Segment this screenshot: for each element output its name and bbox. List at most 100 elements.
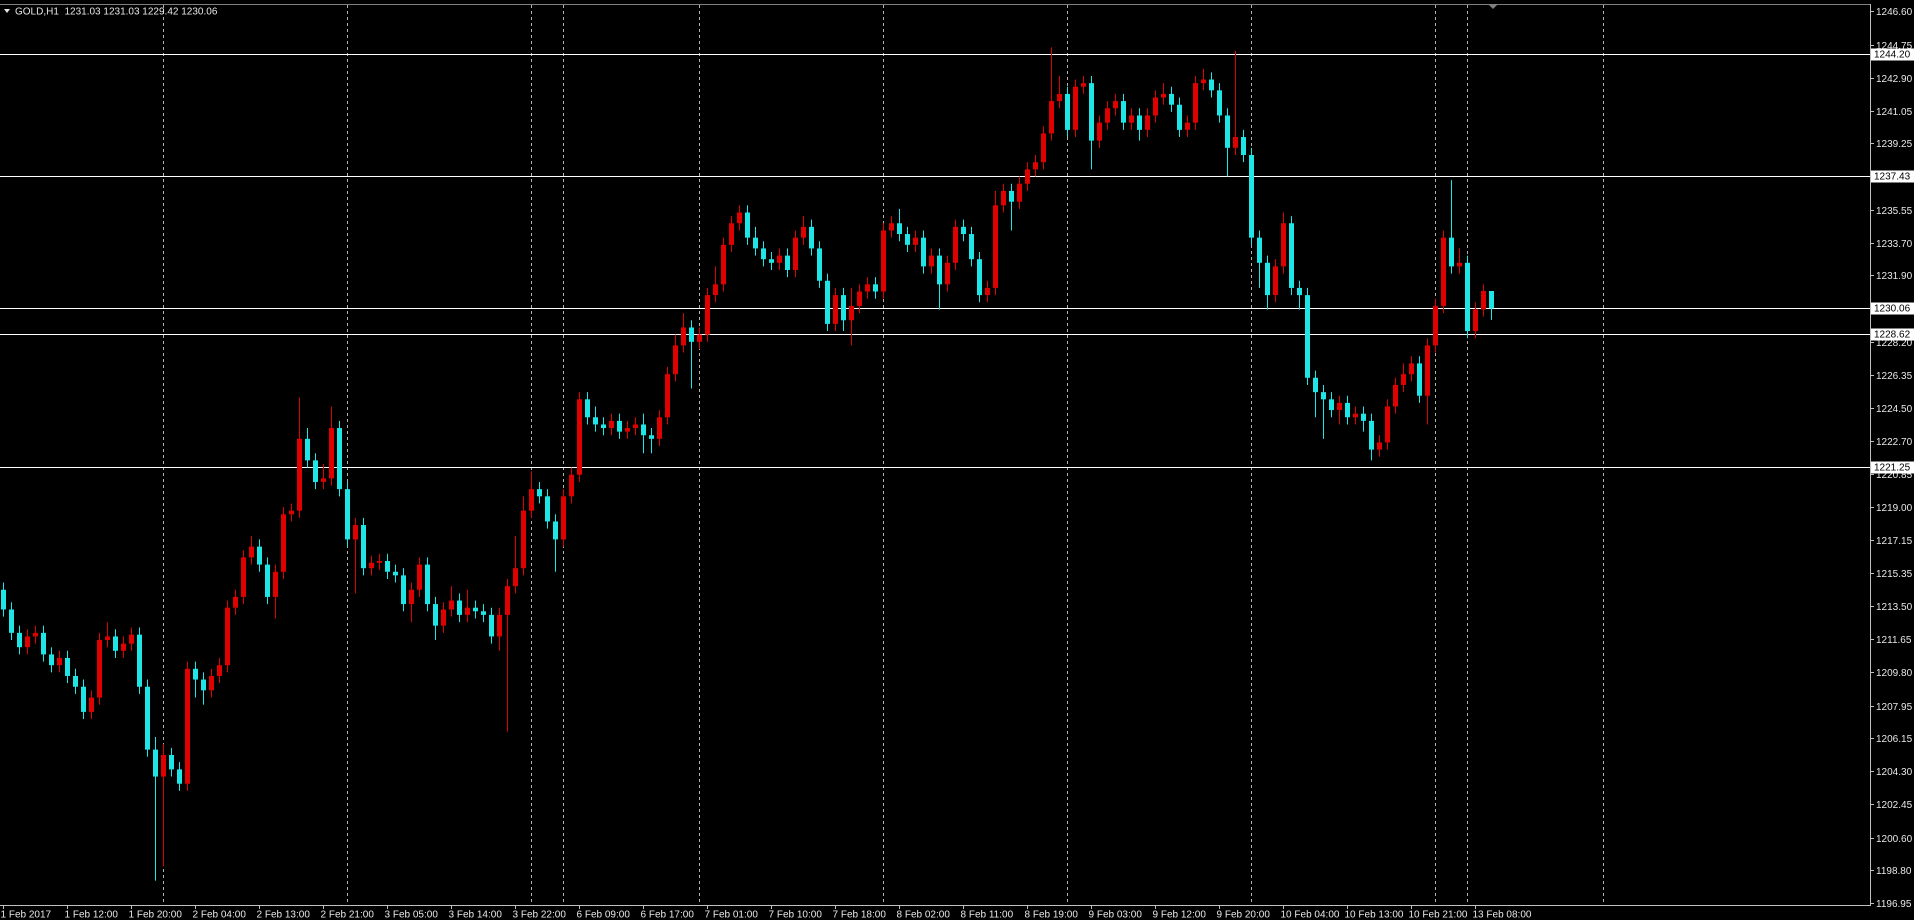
candle-body — [1177, 104, 1182, 130]
y-tick-label: 1233.70 — [1876, 239, 1913, 250]
candle-body — [449, 600, 454, 610]
candle-body — [161, 755, 166, 777]
candle-body — [1017, 183, 1022, 202]
y-tick-label: 1200.60 — [1876, 834, 1913, 845]
candle-body — [337, 428, 342, 490]
x-tick-label: 10 Feb 04:00 — [1281, 910, 1340, 920]
candle-body — [1297, 287, 1302, 296]
candle-body — [1049, 101, 1054, 134]
candle-body — [889, 223, 894, 231]
candle-body — [545, 496, 550, 522]
candle-body — [473, 607, 478, 612]
candle-body — [1065, 93, 1070, 130]
candle-body — [1089, 83, 1094, 141]
candle-body — [465, 607, 470, 615]
candle-body — [249, 546, 254, 558]
candle-body — [425, 564, 430, 605]
candle-body — [1353, 413, 1358, 418]
candle-body — [1121, 101, 1126, 123]
candle-body — [1441, 237, 1446, 306]
y-tick-label: 1226.35 — [1876, 371, 1913, 382]
candle-body — [57, 657, 62, 666]
candle-body — [697, 334, 702, 342]
candle-body — [1345, 402, 1350, 418]
y-tick-label: 1204.30 — [1876, 767, 1913, 778]
y-tick-label: 1242.90 — [1876, 74, 1913, 85]
x-tick-label: 8 Feb 19:00 — [1025, 910, 1079, 920]
candle-body — [633, 424, 638, 429]
menu-arrow — [4, 9, 10, 13]
candle-body — [729, 223, 734, 245]
candle-body — [1313, 377, 1318, 393]
candle-body — [1417, 363, 1422, 396]
candle-body — [401, 575, 406, 605]
y-tick-label: 1241.05 — [1876, 107, 1913, 118]
candle-body — [73, 675, 78, 687]
candle-body — [377, 560, 382, 563]
candle-body — [537, 489, 542, 497]
candle-body — [257, 546, 262, 565]
candle-body — [241, 557, 246, 597]
candle-body — [1361, 413, 1366, 421]
candle-body — [857, 291, 862, 306]
candle-body — [641, 424, 646, 436]
candle-body — [1, 589, 6, 610]
candle-body — [1129, 115, 1134, 123]
candle-body — [553, 521, 558, 540]
candle-body — [617, 420, 622, 432]
x-tick-label: 9 Feb 03:00 — [1089, 910, 1143, 920]
candle-body — [865, 284, 870, 292]
candle-body — [1057, 93, 1062, 102]
candle-body — [1241, 137, 1246, 155]
candle-body — [1201, 79, 1206, 84]
candle-body — [113, 636, 118, 651]
candle-body — [1113, 101, 1118, 109]
candle-body — [321, 478, 326, 482]
candle-body — [1425, 345, 1430, 396]
candle-body — [281, 514, 286, 572]
candle-body — [97, 640, 102, 698]
candle-body — [657, 417, 662, 439]
candle-body — [297, 438, 302, 511]
axis-layer: GOLD,H1 1231.03 1231.03 1229.42 1230.06 — [0, 4, 1871, 906]
y-tick-label: 1246.60 — [1876, 7, 1913, 18]
candle-body — [1329, 399, 1334, 411]
candle-body — [1193, 83, 1198, 123]
candle-body — [817, 248, 822, 281]
candle-body — [265, 564, 270, 597]
candle-layer — [1, 47, 1494, 881]
x-tick-label: 2 Feb 21:00 — [321, 910, 375, 920]
candle-body — [977, 259, 982, 296]
candle-body — [233, 596, 238, 608]
candle-body — [985, 287, 990, 296]
candle-body — [145, 686, 150, 750]
candle-body — [945, 262, 950, 285]
candle-body — [1481, 290, 1486, 310]
candle-body — [849, 305, 854, 321]
candle-body — [489, 614, 494, 637]
candle-body — [105, 636, 110, 641]
candle-body — [329, 428, 334, 479]
candle-body — [1105, 108, 1110, 123]
x-tick-label: 7 Feb 01:00 — [705, 910, 759, 920]
y-tick-label: 1209.80 — [1876, 668, 1913, 679]
candle-body — [121, 643, 126, 651]
candle-body — [137, 634, 142, 687]
price-level-tag — [1871, 461, 1914, 474]
x-tick-label: 1 Feb 20:00 — [129, 910, 183, 920]
candle-body — [905, 234, 910, 245]
candle-body — [713, 284, 718, 296]
candle-body — [1041, 133, 1046, 163]
y-tick-label: 1202.45 — [1876, 800, 1913, 811]
candle-body — [929, 255, 934, 267]
candle-body — [1153, 97, 1158, 116]
candle-body — [9, 609, 14, 633]
candle-body — [1337, 402, 1342, 411]
candle-body — [1249, 155, 1254, 238]
x-tick-label: 3 Feb 14:00 — [449, 910, 503, 920]
candle-body — [993, 205, 998, 288]
candle-body — [49, 654, 54, 666]
